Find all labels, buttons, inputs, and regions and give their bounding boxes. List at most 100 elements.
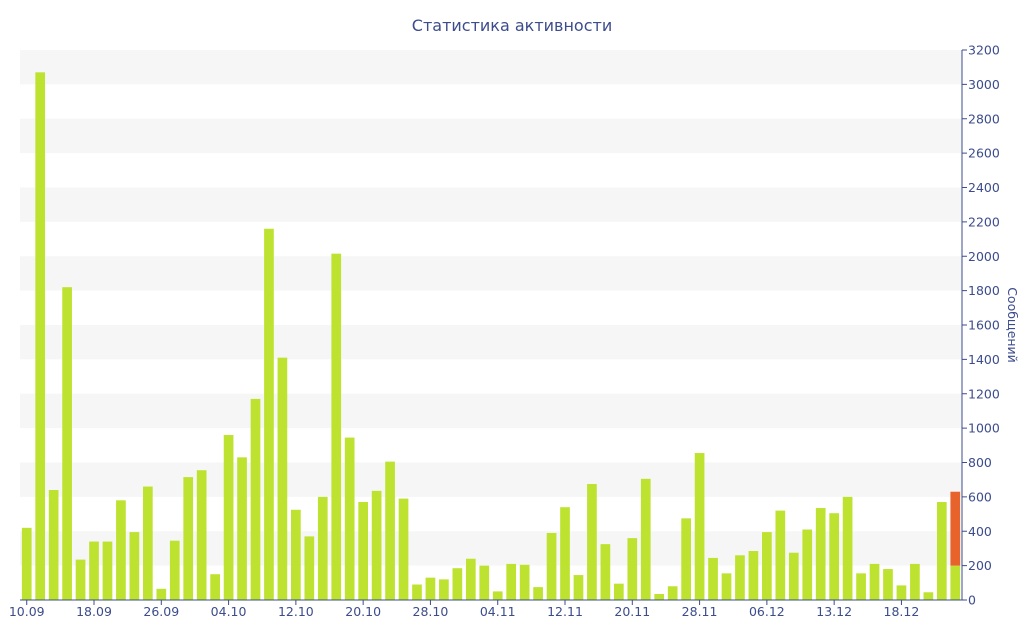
bar[interactable] bbox=[142, 486, 153, 600]
bar[interactable] bbox=[21, 527, 32, 600]
chart-title: Статистика активности bbox=[412, 16, 612, 35]
bar[interactable] bbox=[62, 287, 72, 600]
bar[interactable] bbox=[950, 565, 961, 600]
bar[interactable] bbox=[654, 593, 665, 600]
grid-bands bbox=[20, 50, 962, 566]
bar[interactable] bbox=[856, 573, 866, 600]
bar[interactable] bbox=[479, 565, 490, 600]
bar[interactable] bbox=[439, 579, 449, 600]
bar[interactable] bbox=[412, 584, 422, 600]
bar[interactable] bbox=[89, 541, 99, 600]
bar[interactable] bbox=[452, 568, 463, 600]
y-tick-label: 200 bbox=[968, 558, 992, 573]
bar[interactable] bbox=[156, 588, 167, 600]
grid-band bbox=[20, 187, 962, 222]
y-ticks-group: 0 200 400 600 800 1000 1200 1400 1600 1800 2000 220… bbox=[962, 43, 1000, 608]
bar[interactable] bbox=[883, 569, 893, 600]
bar[interactable] bbox=[613, 583, 624, 600]
x-tick-label: 04.11 bbox=[480, 604, 516, 619]
bar[interactable] bbox=[708, 557, 718, 600]
bar[interactable] bbox=[600, 544, 611, 600]
bar[interactable] bbox=[385, 461, 395, 600]
bar[interactable] bbox=[398, 498, 409, 600]
bar[interactable] bbox=[519, 564, 530, 600]
grid-band bbox=[20, 393, 962, 429]
x-tick-label: 12.10 bbox=[278, 604, 314, 619]
bar[interactable] bbox=[169, 540, 180, 600]
bar[interactable] bbox=[35, 72, 46, 600]
x-tick-label: 12.11 bbox=[547, 604, 583, 619]
y-tick-label: 2000 bbox=[968, 249, 1000, 264]
bar[interactable] bbox=[331, 253, 342, 600]
bar[interactable] bbox=[317, 496, 328, 600]
bar[interactable] bbox=[546, 532, 557, 600]
bar[interactable] bbox=[48, 490, 59, 600]
y-tick-label: 3200 bbox=[968, 43, 1000, 58]
bar[interactable] bbox=[129, 532, 140, 600]
x-tick-label: 18.12 bbox=[884, 604, 920, 619]
bar[interactable] bbox=[425, 577, 436, 600]
bar[interactable] bbox=[896, 585, 907, 600]
bar[interactable] bbox=[910, 563, 920, 600]
y-tick-label: 0 bbox=[968, 593, 976, 608]
bar[interactable] bbox=[277, 357, 288, 600]
bar[interactable] bbox=[533, 587, 543, 600]
bar[interactable] bbox=[102, 541, 113, 600]
y-tick-label: 2800 bbox=[968, 111, 1000, 126]
bar[interactable] bbox=[640, 478, 651, 600]
y-tick-label: 800 bbox=[968, 455, 992, 470]
grid-band bbox=[20, 256, 962, 291]
bar[interactable] bbox=[344, 437, 355, 600]
bar[interactable] bbox=[735, 555, 745, 600]
bar[interactable] bbox=[560, 507, 570, 600]
grid-band bbox=[20, 325, 962, 360]
bar[interactable] bbox=[667, 586, 678, 600]
bar-highlight[interactable] bbox=[950, 491, 961, 566]
bar[interactable] bbox=[75, 559, 86, 600]
bar[interactable] bbox=[506, 563, 517, 600]
bar[interactable] bbox=[627, 538, 638, 600]
bar[interactable] bbox=[775, 510, 786, 600]
bar[interactable] bbox=[694, 453, 705, 600]
bar[interactable] bbox=[829, 513, 840, 600]
bar[interactable] bbox=[196, 470, 207, 600]
bar[interactable] bbox=[748, 551, 759, 600]
bar[interactable] bbox=[492, 591, 503, 600]
bar[interactable] bbox=[936, 502, 947, 600]
bar[interactable] bbox=[250, 398, 261, 600]
bar[interactable] bbox=[681, 518, 691, 600]
bar[interactable] bbox=[587, 483, 597, 600]
bar[interactable] bbox=[788, 552, 799, 600]
bar[interactable] bbox=[869, 563, 880, 600]
y-tick-label: 1600 bbox=[968, 318, 1000, 333]
y-tick-label: 1800 bbox=[968, 283, 1000, 298]
bar[interactable] bbox=[371, 490, 382, 600]
bar[interactable] bbox=[183, 477, 194, 600]
bar[interactable] bbox=[465, 558, 476, 600]
bar[interactable] bbox=[223, 435, 234, 600]
y-axis-label: Сообщений bbox=[1005, 287, 1020, 363]
bar[interactable] bbox=[291, 509, 301, 600]
bar[interactable] bbox=[210, 574, 220, 600]
y-tick-label: 2200 bbox=[968, 214, 1000, 229]
bar[interactable] bbox=[573, 575, 584, 600]
y-tick-label: 1200 bbox=[968, 386, 1000, 401]
bar[interactable] bbox=[116, 500, 126, 600]
bar[interactable] bbox=[923, 592, 934, 600]
bar[interactable] bbox=[802, 529, 813, 600]
bar[interactable] bbox=[237, 457, 247, 600]
bar[interactable] bbox=[304, 536, 315, 600]
bar[interactable] bbox=[358, 502, 369, 600]
x-tick-label: 28.11 bbox=[682, 604, 718, 619]
bar[interactable] bbox=[815, 508, 826, 600]
x-ticks-group: 10.09 18.09 26.09 04.10 12.10 20.10 28.10 04.11… bbox=[9, 600, 920, 619]
bar[interactable] bbox=[762, 532, 772, 600]
x-tick-label: 13.12 bbox=[816, 604, 852, 619]
bars-group bbox=[21, 72, 961, 600]
y-tick-label: 3000 bbox=[968, 77, 1000, 92]
x-tick-label: 04.10 bbox=[211, 604, 247, 619]
bar[interactable] bbox=[264, 228, 274, 600]
grid-band bbox=[20, 118, 962, 154]
bar[interactable] bbox=[842, 496, 853, 600]
bar[interactable] bbox=[721, 573, 732, 600]
